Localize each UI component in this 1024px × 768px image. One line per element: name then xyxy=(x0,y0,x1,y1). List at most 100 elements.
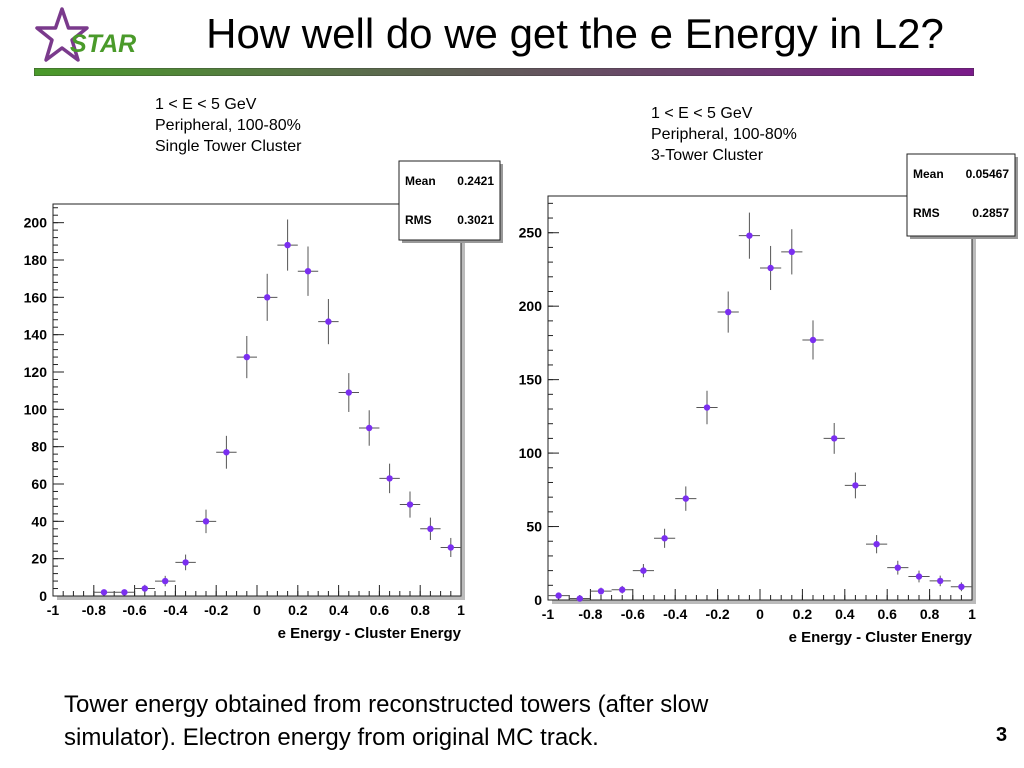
data-point xyxy=(182,559,189,566)
right-energy-range: 1 < E < 5 GeV xyxy=(651,105,753,122)
slide-title: How well do we get the e Energy in L2? xyxy=(206,10,944,57)
data-point xyxy=(915,573,923,580)
data-point xyxy=(640,567,647,574)
data-point xyxy=(141,585,148,592)
data-point xyxy=(703,404,711,411)
x-tick-label: 1 xyxy=(457,602,465,618)
stats-label-mean: Mean xyxy=(405,174,436,188)
data-point xyxy=(555,592,562,599)
data-point xyxy=(121,589,128,596)
x-tick-label: -0.2 xyxy=(204,602,228,618)
y-tick-label: 250 xyxy=(519,225,543,241)
x-tick-label: 0.4 xyxy=(835,606,855,622)
x-tick-label: 0.2 xyxy=(288,602,308,618)
stats-label-rms: RMS xyxy=(405,213,432,227)
y-tick-label: 200 xyxy=(519,298,543,314)
data-point xyxy=(767,264,774,272)
stats-label-rms: RMS xyxy=(913,206,940,220)
stats-value-rms: 0.3021 xyxy=(457,213,494,227)
star-logo: STAR xyxy=(35,7,136,62)
y-tick-label: 60 xyxy=(31,476,47,492)
x-tick-label: -0.4 xyxy=(163,602,187,618)
data-point xyxy=(427,525,434,532)
x-tick-label: -0.8 xyxy=(578,606,602,622)
y-tick-label: 0 xyxy=(39,588,47,604)
data-point xyxy=(873,540,880,548)
logo-text: STAR xyxy=(70,30,136,58)
x-tick-label: 0.2 xyxy=(793,606,813,622)
plot-frame xyxy=(547,195,973,601)
stats-value-mean: 0.05467 xyxy=(966,167,1010,181)
stats-box xyxy=(906,153,1016,237)
x-tick-label: -0.6 xyxy=(123,602,147,618)
data-point xyxy=(576,595,583,602)
data-point xyxy=(264,294,271,301)
x-tick-label: 0.8 xyxy=(410,602,430,618)
x-tick-label: 0.4 xyxy=(329,602,349,618)
x-axis-label: e Energy - Cluster Energy xyxy=(278,625,462,642)
data-point xyxy=(894,564,901,571)
data-point xyxy=(746,232,753,239)
data-point xyxy=(162,577,169,585)
stats-value-rms: 0.2857 xyxy=(972,206,1009,220)
data-point xyxy=(788,248,795,256)
data-point xyxy=(682,495,689,502)
x-tick-label: 0 xyxy=(253,602,261,618)
x-tick-label: -1 xyxy=(47,602,60,618)
y-tick-label: 100 xyxy=(519,445,543,461)
stats-label-mean: Mean xyxy=(913,167,944,181)
y-tick-label: 80 xyxy=(31,439,47,455)
y-tick-label: 0 xyxy=(534,592,542,608)
data-point xyxy=(243,353,250,361)
data-point xyxy=(325,318,332,325)
x-tick-label: 0 xyxy=(756,606,764,622)
left-plot-conditions: 1 < E < 5 GeV Peripheral, 100-80% Single… xyxy=(155,94,301,157)
data-point xyxy=(725,308,732,316)
footer-line-1: Tower energy obtained from reconstructed… xyxy=(64,691,709,718)
x-tick-label: 0.6 xyxy=(877,606,897,622)
data-point xyxy=(958,583,965,590)
x-tick-label: 0.8 xyxy=(920,606,940,622)
right-plot-conditions: 1 < E < 5 GeV Peripheral, 100-80% 3-Towe… xyxy=(651,103,797,166)
y-tick-label: 180 xyxy=(24,252,48,268)
x-tick-label: -0.4 xyxy=(663,606,687,622)
left-centrality: Peripheral, 100-80% xyxy=(155,117,301,134)
data-point xyxy=(366,424,373,432)
star-icon xyxy=(35,7,89,62)
page-number: 3 xyxy=(996,724,1008,746)
data-point xyxy=(447,544,454,551)
x-tick-label: -0.2 xyxy=(706,606,730,622)
left-energy-range: 1 < E < 5 GeV xyxy=(155,96,257,113)
y-tick-label: 140 xyxy=(24,327,48,343)
x-tick-label: 1 xyxy=(968,606,976,622)
stats-value-mean: 0.2421 xyxy=(457,174,494,188)
right-cluster-type: 3-Tower Cluster xyxy=(651,147,764,164)
data-point xyxy=(619,586,626,593)
y-tick-label: 150 xyxy=(519,372,543,388)
x-tick-label: -0.6 xyxy=(621,606,645,622)
y-tick-label: 40 xyxy=(31,513,47,529)
data-point xyxy=(284,241,291,249)
data-point xyxy=(223,449,230,456)
right-centrality: Peripheral, 100-80% xyxy=(651,126,797,143)
data-point xyxy=(852,482,859,489)
data-point xyxy=(831,435,838,442)
data-point xyxy=(100,589,108,596)
x-tick-label: 0.6 xyxy=(370,602,390,618)
data-point xyxy=(597,587,605,595)
stats-box xyxy=(398,160,501,241)
x-tick-label: -0.8 xyxy=(82,602,106,618)
y-tick-label: 50 xyxy=(526,519,542,535)
y-tick-label: 120 xyxy=(24,364,48,380)
footer-line-2: simulator). Electron energy from origina… xyxy=(64,724,599,751)
y-tick-label: 200 xyxy=(24,215,48,231)
data-point xyxy=(386,475,393,482)
y-tick-label: 20 xyxy=(31,551,47,567)
data-point xyxy=(202,518,210,525)
data-point xyxy=(937,577,944,585)
data-point xyxy=(406,501,414,508)
title-divider-bar xyxy=(34,68,974,76)
x-tick-label: -1 xyxy=(542,606,555,622)
